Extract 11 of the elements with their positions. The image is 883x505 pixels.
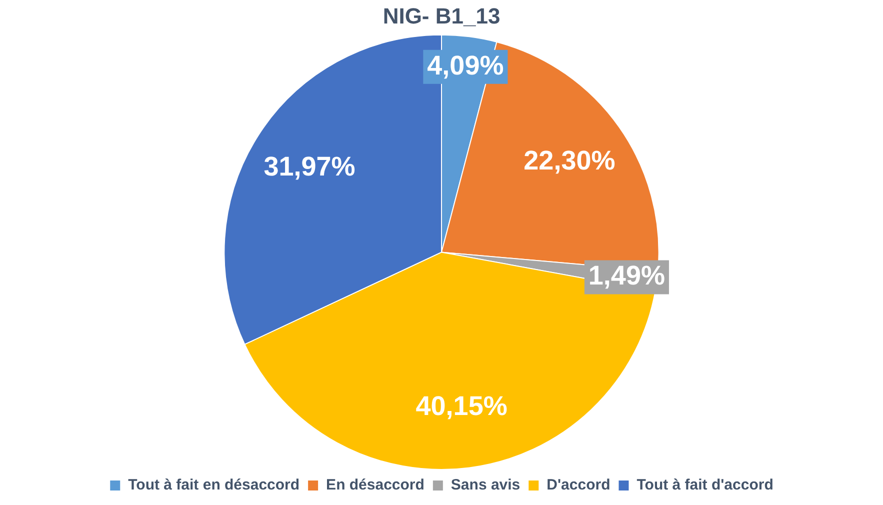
legend-label: Tout à fait en désaccord xyxy=(128,476,300,494)
chart-title: NIG- B1_13 xyxy=(382,3,500,28)
data-label: 22,30% xyxy=(524,146,616,176)
data-label: 40,15% xyxy=(416,390,508,421)
data-label: 4,09% xyxy=(427,50,504,80)
data-label: 31,97% xyxy=(264,152,356,182)
legend-label: Sans avis xyxy=(450,476,520,494)
data-label: 1,49% xyxy=(588,260,665,291)
legend-label: D'accord xyxy=(546,476,610,494)
legend-label: Tout à fait d'accord xyxy=(636,476,774,494)
legend-label: En désaccord xyxy=(326,476,424,494)
